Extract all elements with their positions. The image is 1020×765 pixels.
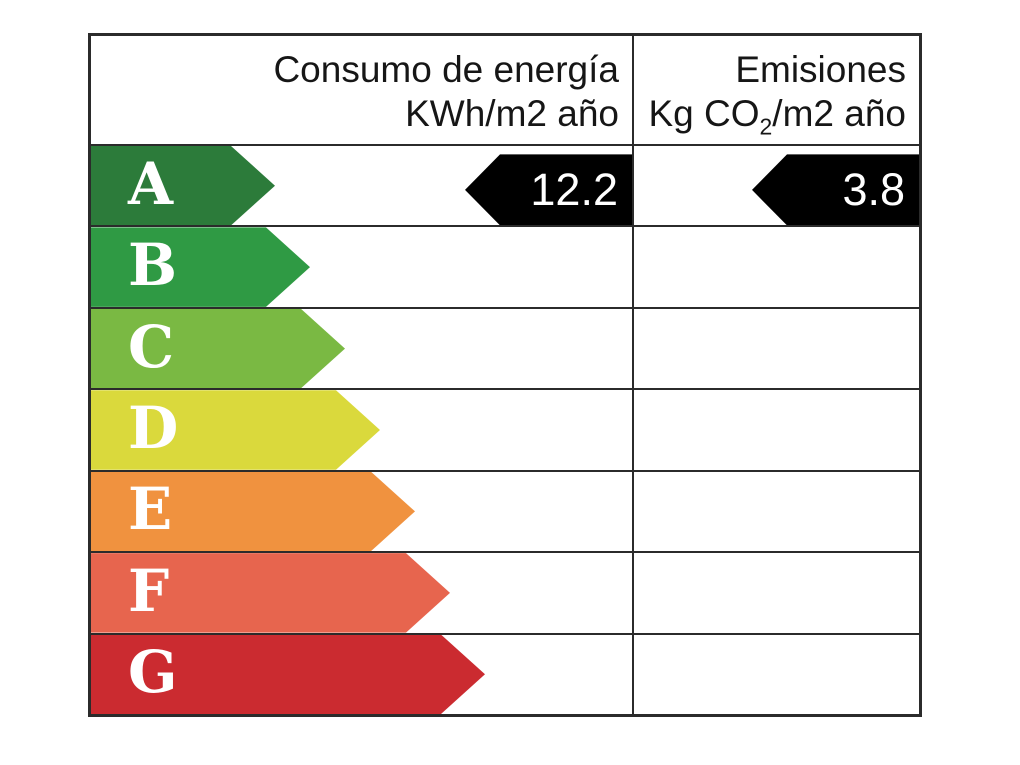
row-f-emisiones-cell bbox=[632, 551, 919, 633]
row-e-emisiones-cell bbox=[632, 469, 919, 552]
header-emisiones-units-sub: 2 bbox=[759, 113, 773, 140]
rating-letter-g: G bbox=[128, 638, 178, 707]
header-emisiones: Emisiones Kg CO2/m2 año bbox=[632, 36, 919, 144]
emisiones-rating-value: 3.8 bbox=[842, 163, 905, 215]
consumo-rating-value: 12.2 bbox=[530, 163, 618, 215]
rating-letter-b: B bbox=[128, 231, 178, 300]
header-emisiones-units-suffix: /m2 año bbox=[772, 93, 906, 134]
row-g-emisiones-cell bbox=[632, 632, 919, 714]
row-d-emisiones-cell bbox=[632, 388, 919, 470]
rating-table: Consumo de energía KWh/m2 año Emisiones … bbox=[88, 33, 922, 717]
rating-bar-g: G bbox=[91, 635, 485, 714]
row-e-consumo-cell: E bbox=[91, 469, 632, 551]
row-c-emisiones-cell bbox=[632, 306, 919, 389]
row-b-consumo-cell: B bbox=[91, 225, 632, 306]
row-g-consumo-cell: G bbox=[91, 632, 632, 714]
row-f-consumo-cell: F bbox=[91, 551, 632, 632]
rating-letter-c: C bbox=[128, 312, 175, 381]
consumo-rating-tag: 12.2 bbox=[465, 154, 632, 226]
rating-bar-f: F bbox=[91, 553, 450, 632]
header-emisiones-title: Emisiones bbox=[735, 49, 906, 90]
rating-bar-b: B bbox=[91, 227, 310, 306]
row-a-emisiones-cell: 3.8 bbox=[632, 144, 919, 226]
row-d-consumo-cell: D bbox=[91, 388, 632, 469]
header-consumo: Consumo de energía KWh/m2 año bbox=[91, 36, 632, 144]
rating-bar-a: A bbox=[91, 146, 275, 225]
emisiones-rating-tag: 3.8 bbox=[752, 154, 919, 226]
header-emisiones-units: Kg CO2/m2 año bbox=[634, 92, 906, 140]
row-a-consumo-cell: A 12.2 bbox=[91, 144, 632, 226]
header-consumo-title: Consumo de energía bbox=[273, 49, 619, 90]
rating-bar-d: D bbox=[91, 390, 380, 469]
row-b-emisiones-cell bbox=[632, 225, 919, 307]
rating-letter-a: A bbox=[128, 149, 174, 218]
rating-letter-f: F bbox=[128, 556, 170, 625]
header-emisiones-units-prefix: Kg CO bbox=[648, 93, 760, 134]
rating-letter-e: E bbox=[128, 475, 173, 544]
header-consumo-units: KWh/m2 año bbox=[405, 93, 619, 134]
rating-bar-c: C bbox=[91, 309, 345, 388]
rating-letter-d: D bbox=[128, 393, 179, 462]
rating-bar-e: E bbox=[91, 472, 415, 551]
row-c-consumo-cell: C bbox=[91, 306, 632, 388]
